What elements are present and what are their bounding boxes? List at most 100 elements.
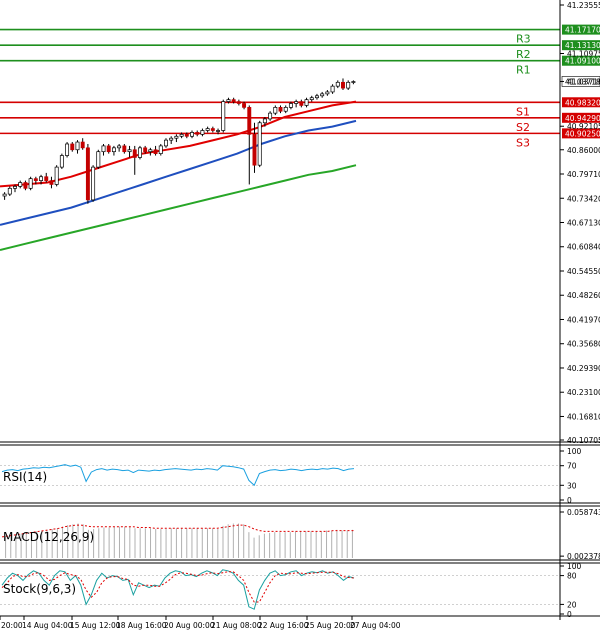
candle-body bbox=[117, 145, 122, 149]
candle-body bbox=[190, 132, 194, 137]
time-axis-tick-label: 25 Aug 20:00 bbox=[305, 621, 356, 630]
level-price-box bbox=[562, 40, 600, 51]
candle-body bbox=[18, 182, 23, 187]
macd-axis: 0.058743 0.002378 bbox=[560, 508, 600, 561]
candle-body bbox=[325, 91, 330, 95]
time-axis-tick-label: 27 Aug 04:00 bbox=[350, 621, 401, 630]
time-axis-tick-label: 20 Aug 00:00 bbox=[164, 621, 215, 630]
candle-body bbox=[341, 81, 345, 89]
candle-body bbox=[236, 101, 241, 104]
candle-body bbox=[226, 99, 231, 102]
panel-axis-tick-label: 0 bbox=[567, 496, 572, 505]
candle-body bbox=[252, 133, 257, 166]
level-price-label: 40.90250 bbox=[565, 129, 600, 138]
panel-axis-tick-label: 70 bbox=[567, 462, 577, 471]
candle-body bbox=[257, 122, 262, 166]
macd-signal-series bbox=[1, 524, 354, 538]
price-axis-tick-label: 40.35680 bbox=[567, 340, 600, 349]
candle-body bbox=[330, 85, 335, 93]
candle-body bbox=[205, 128, 210, 131]
sma-fast-line bbox=[0, 100, 357, 188]
rsi-series-line bbox=[1, 464, 355, 487]
price-axis-tick-label: 40.29390 bbox=[567, 364, 600, 373]
candle-body bbox=[242, 103, 247, 108]
candle-body bbox=[210, 128, 215, 131]
candle-body bbox=[106, 145, 111, 153]
candle-body bbox=[91, 166, 96, 201]
candle-body bbox=[127, 149, 132, 153]
panel-axis-tick-label: 0.058743 bbox=[567, 508, 600, 517]
candle-body bbox=[320, 93, 325, 97]
candle-body bbox=[184, 133, 189, 137]
current-price-label: 41.03718 bbox=[565, 77, 600, 86]
price-axis-tick-label: 41.23555 bbox=[567, 1, 600, 10]
level-price-box bbox=[562, 128, 600, 139]
candle-body bbox=[221, 101, 226, 131]
level-name-s2: S2 bbox=[516, 121, 530, 134]
price-panel-background bbox=[0, 0, 560, 442]
candle-body bbox=[44, 176, 49, 181]
candle-body bbox=[231, 99, 236, 102]
level-name-r1: R1 bbox=[516, 64, 531, 77]
price-axis: 41.23555 41.10975 41.03718 40.92105 40.86000… bbox=[560, 1, 600, 445]
candle-body bbox=[273, 107, 278, 114]
candle-body bbox=[174, 135, 179, 139]
stoch-k-line bbox=[1, 569, 355, 610]
candle-body bbox=[309, 97, 314, 101]
candle-body bbox=[158, 145, 163, 154]
candle-body bbox=[70, 143, 75, 151]
candle-body bbox=[351, 81, 356, 83]
level-price-label: 41.13130 bbox=[565, 41, 600, 50]
candle-body bbox=[65, 143, 70, 156]
candle-body bbox=[195, 132, 200, 135]
level-name-r2: R2 bbox=[516, 48, 531, 61]
support-resistance-levels: R3 41.17170 R2 41.13130 R1 41.09100 S1 40.98320… bbox=[0, 24, 600, 149]
candle-body bbox=[148, 149, 153, 153]
level-price-label: 41.09100 bbox=[565, 57, 600, 66]
rsi-axis: 100 70 30 0 bbox=[560, 447, 582, 505]
macd-panel[interactable]: 0.058743 0.002378 MACD(12,26,9) bbox=[0, 505, 600, 561]
candle-body bbox=[7, 187, 12, 195]
panel-axis-tick-label: 0.002378 bbox=[567, 552, 600, 561]
level-price-box bbox=[562, 112, 600, 123]
price-axis-tick-label: 40.54550 bbox=[567, 267, 600, 276]
panel-axis-tick-label: 30 bbox=[567, 481, 577, 490]
stoch-label: Stock(9,6,3) bbox=[3, 582, 76, 596]
candle-body bbox=[39, 176, 44, 181]
price-axis-tick-label: 41.10975 bbox=[567, 49, 600, 58]
candle-body bbox=[283, 107, 288, 112]
macd-label: MACD(12,26,9) bbox=[3, 530, 94, 544]
rsi-label: RSI(14) bbox=[3, 470, 47, 484]
price-axis-tick-label: 40.92105 bbox=[567, 122, 600, 131]
price-axis-tick-label: 40.48260 bbox=[567, 291, 600, 300]
candle-body bbox=[49, 180, 54, 185]
level-price-box bbox=[562, 55, 600, 66]
candle-body bbox=[54, 166, 59, 185]
candle-body bbox=[85, 147, 90, 201]
candle-body bbox=[169, 137, 174, 141]
candle-body bbox=[262, 118, 267, 124]
candle-body bbox=[216, 130, 221, 132]
price-axis-tick-label: 40.67130 bbox=[567, 219, 600, 228]
level-price-label: 40.94290 bbox=[565, 114, 600, 123]
price-axis-tick-label: 40.79710 bbox=[567, 170, 600, 179]
sma-slow-line bbox=[0, 164, 357, 251]
rsi-panel[interactable]: 100 70 30 0 RSI(14) bbox=[0, 444, 600, 505]
candle-body bbox=[101, 145, 106, 153]
candle-body bbox=[314, 95, 319, 99]
candle-body bbox=[247, 107, 252, 135]
panel-axis-tick-label: 100 bbox=[567, 447, 582, 456]
price-panel[interactable]: R3 41.17170 R2 41.13130 R1 41.09100 S1 40.98320… bbox=[0, 0, 600, 620]
level-name-s3: S3 bbox=[516, 136, 530, 149]
stoch-grid bbox=[0, 575, 560, 605]
rsi-line bbox=[1, 464, 355, 487]
candle-body bbox=[268, 112, 273, 120]
candle-body bbox=[80, 141, 85, 149]
candle-body bbox=[23, 182, 28, 189]
level-name-s1: S1 bbox=[516, 105, 530, 118]
candle-body bbox=[28, 178, 33, 189]
